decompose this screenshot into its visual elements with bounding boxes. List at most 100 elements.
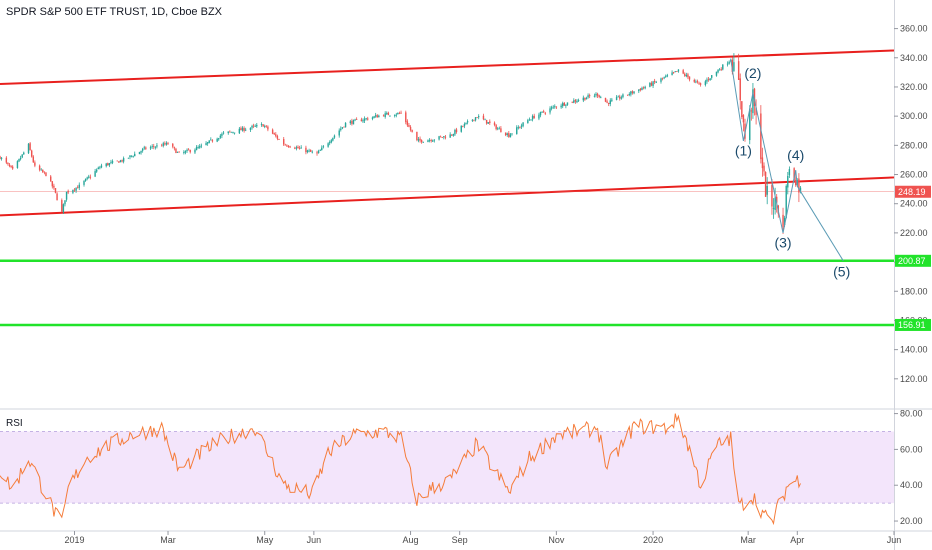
- candle[interactable]: [772, 198, 775, 219]
- candle[interactable]: [630, 90, 632, 97]
- candle[interactable]: [61, 198, 63, 213]
- candle[interactable]: [465, 122, 467, 125]
- candle[interactable]: [433, 139, 436, 143]
- candle[interactable]: [160, 143, 163, 147]
- candle[interactable]: [376, 114, 378, 118]
- candle[interactable]: [519, 126, 521, 129]
- candle[interactable]: [516, 125, 518, 135]
- candle[interactable]: [11, 165, 14, 170]
- candle[interactable]: [183, 150, 185, 155]
- candle[interactable]: [652, 80, 654, 89]
- candle[interactable]: [211, 139, 214, 143]
- candle[interactable]: [122, 156, 125, 164]
- candle[interactable]: [119, 159, 122, 163]
- candle[interactable]: [707, 76, 710, 82]
- candle[interactable]: [750, 107, 753, 121]
- candle[interactable]: [607, 102, 610, 107]
- candle[interactable]: [240, 126, 242, 131]
- candle[interactable]: [42, 169, 44, 174]
- candle[interactable]: [717, 69, 719, 74]
- candle[interactable]: [420, 139, 423, 144]
- candle[interactable]: [341, 127, 344, 130]
- candle[interactable]: [241, 126, 244, 132]
- candle[interactable]: [709, 78, 711, 81]
- candle[interactable]: [676, 71, 678, 72]
- candle[interactable]: [588, 93, 591, 99]
- candle[interactable]: [252, 123, 255, 129]
- wave-label[interactable]: (4): [787, 147, 804, 163]
- candle[interactable]: [145, 146, 147, 150]
- candle[interactable]: [644, 85, 646, 90]
- candle[interactable]: [27, 142, 30, 154]
- candle[interactable]: [544, 111, 546, 116]
- candle[interactable]: [428, 138, 431, 143]
- candle[interactable]: [704, 79, 707, 87]
- candle[interactable]: [219, 133, 222, 139]
- candle[interactable]: [397, 112, 399, 115]
- candle[interactable]: [471, 119, 474, 123]
- candle[interactable]: [554, 104, 556, 109]
- candle[interactable]: [138, 151, 141, 155]
- candle[interactable]: [672, 71, 675, 74]
- candle[interactable]: [175, 147, 177, 154]
- candle[interactable]: [65, 191, 68, 202]
- candle[interactable]: [774, 187, 776, 215]
- candle[interactable]: [466, 119, 469, 125]
- candle[interactable]: [300, 145, 302, 149]
- candle[interactable]: [628, 92, 631, 97]
- candle[interactable]: [398, 111, 401, 115]
- candle[interactable]: [661, 77, 664, 81]
- candle[interactable]: [249, 127, 252, 133]
- candle[interactable]: [593, 93, 596, 98]
- candle[interactable]: [162, 141, 164, 148]
- candle[interactable]: [118, 161, 120, 163]
- rsi-line[interactable]: [0, 413, 801, 526]
- candle[interactable]: [742, 114, 745, 132]
- candle[interactable]: [432, 139, 434, 142]
- candle[interactable]: [764, 171, 767, 197]
- candle[interactable]: [787, 171, 789, 195]
- candle[interactable]: [67, 189, 69, 195]
- support-price-tag-1[interactable]: 200.87: [895, 254, 931, 267]
- candle[interactable]: [782, 207, 784, 235]
- candle[interactable]: [38, 164, 41, 172]
- wave-projection-line[interactable]: [796, 185, 844, 262]
- candle[interactable]: [95, 168, 98, 173]
- candle[interactable]: [474, 116, 477, 122]
- candle[interactable]: [172, 143, 174, 149]
- candle[interactable]: [460, 125, 462, 133]
- candle[interactable]: [484, 118, 486, 121]
- candle[interactable]: [406, 119, 409, 127]
- candle[interactable]: [116, 160, 119, 162]
- candle[interactable]: [200, 143, 203, 149]
- candle[interactable]: [565, 103, 567, 109]
- candle[interactable]: [222, 130, 225, 135]
- candle[interactable]: [275, 132, 277, 138]
- candle[interactable]: [609, 98, 611, 107]
- candle[interactable]: [538, 112, 540, 121]
- candle[interactable]: [86, 176, 88, 181]
- candle[interactable]: [389, 115, 391, 117]
- candle[interactable]: [715, 71, 718, 77]
- candle[interactable]: [316, 150, 318, 156]
- candle[interactable]: [51, 180, 54, 189]
- candle[interactable]: [186, 148, 188, 153]
- candle[interactable]: [387, 111, 390, 116]
- candle[interactable]: [620, 95, 623, 100]
- candle[interactable]: [327, 142, 329, 148]
- candle[interactable]: [16, 160, 19, 169]
- candle[interactable]: [633, 91, 635, 95]
- candle[interactable]: [497, 126, 499, 131]
- upper-channel-line[interactable]: [0, 49, 895, 86]
- candle[interactable]: [97, 166, 99, 170]
- candle[interactable]: [509, 132, 512, 138]
- candle[interactable]: [32, 155, 35, 163]
- candle[interactable]: [218, 137, 220, 141]
- candle[interactable]: [600, 95, 602, 99]
- candle[interactable]: [393, 114, 396, 118]
- candle[interactable]: [197, 145, 199, 149]
- candle[interactable]: [598, 94, 600, 99]
- candle[interactable]: [352, 119, 355, 125]
- candle[interactable]: [430, 138, 432, 143]
- candle[interactable]: [617, 95, 619, 98]
